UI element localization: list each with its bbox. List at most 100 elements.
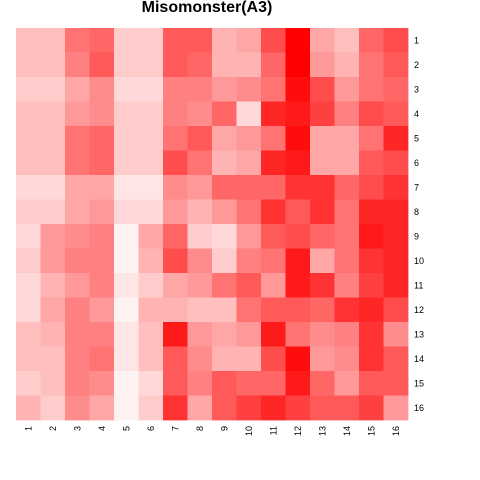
heatmap-cell-r6-c14 bbox=[334, 150, 360, 176]
column-label: 14 bbox=[342, 426, 352, 436]
heatmap-cell-r11-c11 bbox=[261, 273, 286, 298]
column-label: 12 bbox=[293, 426, 303, 436]
heatmap-cell-r12-c2 bbox=[40, 297, 66, 323]
heatmap-cell-r3-c5 bbox=[114, 77, 139, 102]
heatmap-cell-r9-c6 bbox=[138, 224, 164, 249]
heatmap-cell-r1-c9 bbox=[212, 28, 237, 53]
heatmap-cell-r11-c12 bbox=[285, 273, 311, 298]
heatmap-cell-r8-c1 bbox=[16, 199, 41, 225]
column-label: 8 bbox=[195, 426, 205, 431]
heatmap-cell-r5-c1 bbox=[16, 126, 41, 151]
heatmap-cell-r7-c12 bbox=[285, 175, 311, 200]
heatmap-cell-r2-c9 bbox=[212, 52, 237, 78]
row-label: 8 bbox=[414, 207, 419, 217]
heatmap-cell-r5-c4 bbox=[89, 126, 115, 151]
heatmap-cell-r4-c8 bbox=[187, 101, 213, 127]
heatmap-cell-r9-c2 bbox=[40, 224, 66, 249]
heatmap-cell-r15-c11 bbox=[261, 371, 286, 396]
heatmap-cell-r8-c12 bbox=[285, 199, 311, 225]
row-label: 9 bbox=[414, 231, 419, 241]
heatmap-cell-r10-c11 bbox=[261, 248, 286, 274]
heatmap-cell-r3-c12 bbox=[285, 77, 311, 102]
heatmap-cell-r13-c7 bbox=[163, 322, 188, 347]
heatmap-cell-r12-c6 bbox=[138, 297, 164, 323]
heatmap-cell-r8-c3 bbox=[65, 199, 90, 225]
heatmap-cell-r5-c16 bbox=[383, 126, 409, 151]
heatmap-cell-r1-c14 bbox=[334, 28, 360, 53]
heatmap-cell-r11-c8 bbox=[187, 273, 213, 298]
row-label: 4 bbox=[414, 109, 419, 119]
heatmap-cell-r14-c10 bbox=[236, 346, 262, 372]
row-label: 13 bbox=[414, 329, 424, 339]
heatmap-cell-r5-c6 bbox=[138, 126, 164, 151]
row-label: 12 bbox=[414, 305, 424, 315]
heatmap-cell-r16-c6 bbox=[138, 395, 164, 421]
heatmap-cell-r12-c9 bbox=[212, 297, 237, 323]
heatmap-cell-r9-c4 bbox=[89, 224, 115, 249]
heatmap-cell-r16-c2 bbox=[40, 395, 66, 421]
heatmap-cell-r6-c16 bbox=[383, 150, 409, 176]
heatmap-cell-r8-c15 bbox=[359, 199, 384, 225]
heatmap-cell-r15-c16 bbox=[383, 371, 409, 396]
heatmap-cell-r10-c7 bbox=[163, 248, 188, 274]
heatmap-cell-r2-c7 bbox=[163, 52, 188, 78]
heatmap-cell-r9-c5 bbox=[114, 224, 139, 249]
row-label: 3 bbox=[414, 84, 419, 94]
heatmap-cell-r11-c13 bbox=[310, 273, 335, 298]
heatmap-cell-r5-c7 bbox=[163, 126, 188, 151]
heatmap-cell-r5-c10 bbox=[236, 126, 262, 151]
heatmap-cell-r6-c8 bbox=[187, 150, 213, 176]
heatmap-cell-r15-c5 bbox=[114, 371, 139, 396]
heatmap-cell-r14-c11 bbox=[261, 346, 286, 372]
heatmap-cell-r9-c13 bbox=[310, 224, 335, 249]
heatmap-cell-r16-c9 bbox=[212, 395, 237, 421]
heatmap-cell-r9-c7 bbox=[163, 224, 188, 249]
heatmap-cell-r9-c16 bbox=[383, 224, 409, 249]
heatmap-cell-r3-c10 bbox=[236, 77, 262, 102]
heatmap-cell-r14-c7 bbox=[163, 346, 188, 372]
heatmap-cell-r5-c9 bbox=[212, 126, 237, 151]
heatmap-cell-r9-c11 bbox=[261, 224, 286, 249]
heatmap-cell-r10-c14 bbox=[334, 248, 360, 274]
heatmap-cell-r13-c6 bbox=[138, 322, 164, 347]
column-label: 7 bbox=[170, 426, 180, 431]
heatmap-cell-r3-c8 bbox=[187, 77, 213, 102]
heatmap-cell-r4-c13 bbox=[310, 101, 335, 127]
heatmap-cell-r14-c13 bbox=[310, 346, 335, 372]
column-label: 4 bbox=[97, 426, 107, 431]
heatmap-cell-r5-c14 bbox=[334, 126, 360, 151]
heatmap-cell-r9-c9 bbox=[212, 224, 237, 249]
heatmap-cell-r6-c11 bbox=[261, 150, 286, 176]
heatmap-cell-r11-c1 bbox=[16, 273, 41, 298]
heatmap-cell-r6-c3 bbox=[65, 150, 90, 176]
heatmap-cell-r11-c4 bbox=[89, 273, 115, 298]
column-label: 16 bbox=[391, 426, 401, 436]
heatmap-cell-r4-c6 bbox=[138, 101, 164, 127]
heatmap-cell-r7-c1 bbox=[16, 175, 41, 200]
heatmap-cell-r9-c12 bbox=[285, 224, 311, 249]
row-label: 6 bbox=[414, 158, 419, 168]
heatmap-cell-r15-c9 bbox=[212, 371, 237, 396]
heatmap-cell-r9-c1 bbox=[16, 224, 41, 249]
heatmap-cell-r12-c5 bbox=[114, 297, 139, 323]
heatmap-cell-r11-c15 bbox=[359, 273, 384, 298]
heatmap-cell-r14-c12 bbox=[285, 346, 311, 372]
heatmap-cell-r10-c3 bbox=[65, 248, 90, 274]
heatmap-cell-r6-c13 bbox=[310, 150, 335, 176]
row-label: 5 bbox=[414, 133, 419, 143]
heatmap-cell-r5-c5 bbox=[114, 126, 139, 151]
heatmap-cell-r15-c6 bbox=[138, 371, 164, 396]
heatmap-cell-r12-c7 bbox=[163, 297, 188, 323]
heatmap-cell-r10-c1 bbox=[16, 248, 41, 274]
heatmap-cell-r1-c12 bbox=[285, 28, 311, 53]
heatmap-cell-r14-c3 bbox=[65, 346, 90, 372]
heatmap-cell-r7-c4 bbox=[89, 175, 115, 200]
heatmap-cell-r5-c13 bbox=[310, 126, 335, 151]
heatmap-cell-r15-c3 bbox=[65, 371, 90, 396]
heatmap-cell-r13-c4 bbox=[89, 322, 115, 347]
chart-title: Misomonster(A3) bbox=[142, 0, 273, 16]
heatmap-cell-r13-c5 bbox=[114, 322, 139, 347]
heatmap-cell-r7-c14 bbox=[334, 175, 360, 200]
heatmap-cell-r10-c16 bbox=[383, 248, 409, 274]
column-label: 13 bbox=[317, 426, 327, 436]
